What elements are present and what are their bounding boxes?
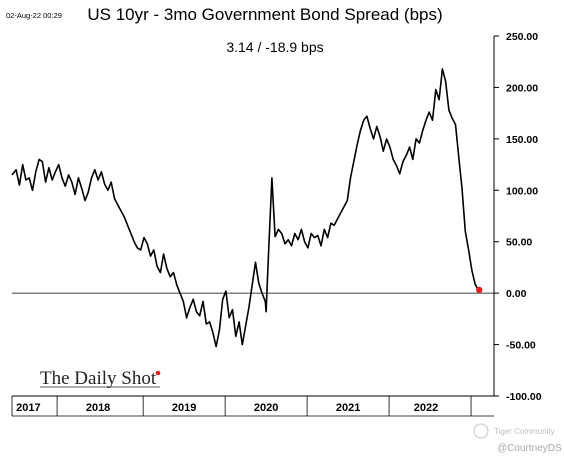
daily-shot-logo: The Daily Shot — [40, 368, 157, 389]
value-readout: 3.14 / -18.9 bps — [226, 39, 323, 55]
date-stamp: 02-Aug-22 00:29 — [6, 11, 62, 20]
x-tick-label: 2018 — [86, 402, 110, 414]
x-axis: 2017 2018 2019 2020 2021 2022 — [11, 395, 494, 417]
x-tick-label: 2017 — [16, 402, 40, 414]
x-tick-label: 2021 — [336, 402, 360, 414]
y-tick-label: -50.00 — [506, 340, 536, 352]
y-tick-label: 50.00 — [506, 237, 532, 249]
chart-title: US 10yr - 3mo Government Bond Spread (bp… — [87, 5, 442, 24]
last-value-marker — [476, 286, 483, 294]
y-tick-label: 0.00 — [506, 288, 527, 300]
y-axis: 250.00 200.00 150.00 100.00 50.00 0.00 -50.00 -… — [493, 31, 542, 403]
y-tick-label: -100.00 — [506, 391, 542, 403]
y-tick-label: 150.00 — [506, 134, 538, 146]
tiger-logo-icon — [473, 423, 489, 439]
watermark-handle: @CourtneyDS — [497, 443, 562, 454]
x-tick-label: 2022 — [414, 402, 438, 414]
x-tick-label: 2019 — [172, 402, 196, 414]
y-tick-label: 250.00 — [506, 31, 538, 43]
y-tick-label: 200.00 — [506, 82, 538, 94]
spread-series-line — [11, 68, 480, 348]
y-tick-label: 100.00 — [506, 185, 538, 197]
logo-dot-icon — [155, 370, 161, 376]
plot-area — [11, 68, 494, 348]
watermark-community: Tiger Community — [494, 427, 555, 436]
x-tick-label: 2020 — [254, 402, 278, 414]
